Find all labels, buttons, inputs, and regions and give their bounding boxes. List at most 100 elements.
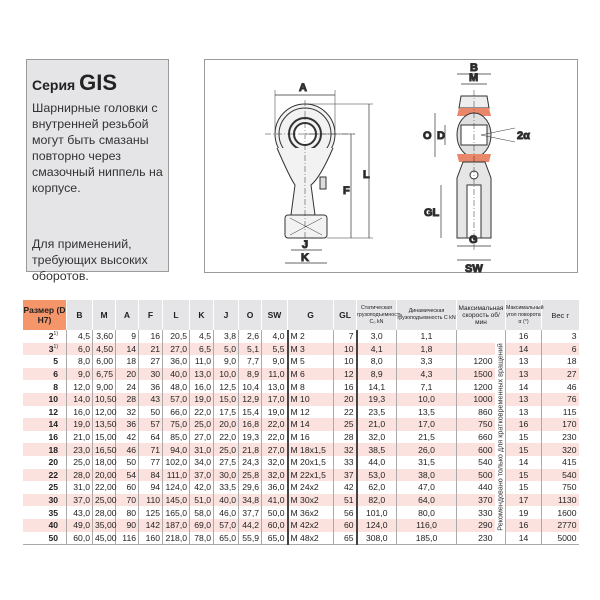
cell-c: 26,0: [396, 443, 457, 456]
series-prefix: Серия: [32, 77, 76, 93]
cell-m: 6,00: [92, 355, 116, 368]
size-value: 50: [48, 532, 58, 543]
cell-f: 84: [138, 468, 163, 482]
cell-c: 80,0: [396, 506, 457, 519]
cell-o: 2,6: [238, 330, 262, 343]
cell-c: 1,1: [396, 330, 457, 343]
cell-sw: 19,0: [261, 405, 288, 419]
series-info-panel: Серия GIS Шарнирные головки с внутренней…: [26, 59, 169, 283]
cell-j: 57,0: [213, 518, 239, 532]
size-value: 40: [48, 520, 58, 531]
cell-m: 35,00: [92, 518, 117, 532]
cell-size: 40: [22, 518, 67, 532]
cell-b: 23,0: [66, 443, 93, 456]
cell-sw: 22,0: [261, 418, 288, 431]
table-row: 16 21,0 15,00 42 64 85,0 27,0 22,0 19,3 22,0 M 16 2…: [23, 430, 579, 444]
label-F: F: [343, 185, 350, 197]
cell-a: 9: [115, 330, 139, 343]
cell-g: M 20x1,5: [286, 455, 334, 469]
cell-l: 187,0: [162, 518, 190, 532]
cell-a: 18: [115, 355, 139, 368]
cell-l: 218,0: [162, 531, 190, 545]
cell-gl: 42: [333, 481, 357, 494]
cell-sw: 41,0: [261, 493, 288, 507]
cell-speed: 860: [456, 405, 495, 419]
cell-m: 13,50: [92, 418, 117, 431]
cell-a: 36: [115, 418, 139, 431]
cell-a: 54: [115, 468, 139, 482]
cell-c: 1,8: [396, 342, 457, 356]
cell-c0: 8,0: [355, 355, 397, 368]
cell-l: 124,0: [162, 481, 190, 494]
cell-m: 3,60: [92, 330, 116, 343]
cell-weight: 230: [541, 430, 579, 444]
label-G: G: [469, 234, 478, 246]
cell-f: 57: [138, 418, 163, 431]
cell-k: 25,0: [189, 418, 214, 431]
cell-g: M 22x1,5: [286, 468, 334, 482]
size-value: 10: [48, 394, 58, 405]
cell-g: M 42x2: [286, 518, 334, 532]
size-value: 16: [48, 432, 58, 443]
cell-weight: 415: [541, 455, 579, 469]
cell-angle: 16: [505, 330, 542, 343]
cell-l: 57,0: [162, 392, 190, 406]
header-L: L: [162, 300, 190, 330]
cell-l: 145,0: [162, 493, 190, 507]
cell-angle: 15: [505, 468, 542, 482]
cell-b: 19,0: [66, 418, 93, 431]
table-row: 30 37,0 25,00 70 110 145,0 51,0 40,0 34,8 41,0 M 3…: [22, 493, 579, 507]
cell-c: 17,0: [396, 418, 457, 431]
cell-gl: 32: [333, 443, 357, 456]
cell-speed: 1200: [456, 380, 495, 393]
cell-m: 9,00: [92, 380, 116, 393]
cell-j: 15,0: [213, 392, 239, 406]
label-K: K: [301, 252, 309, 264]
header-O: O: [238, 300, 262, 330]
cell-sw: 65,0: [261, 531, 288, 545]
cell-o: 15,4: [238, 405, 262, 419]
cell-a: 20: [115, 367, 139, 381]
cell-o: 34,8: [238, 493, 262, 507]
table-row: 20 25,0 18,00 50 77 102,0 34,0 27,5 24,3 32,0 M 20…: [23, 455, 579, 469]
cell-j: 5,0: [213, 342, 239, 356]
cell-f: 30: [138, 367, 163, 381]
header-max-angle: Максимальный угол поворота α (°): [505, 300, 544, 330]
label-SW: SW: [465, 263, 483, 274]
cell-c0: 44,0: [355, 455, 397, 469]
cell-c0: 23,5: [355, 405, 397, 419]
cell-c: 3,3: [396, 355, 457, 368]
cell-g: M 36x2: [286, 506, 334, 519]
cell-speed: 230: [456, 531, 495, 545]
header-SW: SW: [261, 300, 288, 330]
cell-angle: 16: [505, 418, 542, 431]
cell-k: 27,0: [189, 430, 214, 444]
cell-c0: 101,0: [355, 506, 397, 519]
cell-k: 22,0: [189, 405, 214, 419]
size-value: 35: [48, 507, 58, 518]
cell-sw: 60,0: [261, 518, 288, 532]
cell-speed: 330: [456, 506, 495, 519]
cell-speed: [456, 330, 495, 343]
label-2alpha: 2α: [517, 130, 530, 142]
cell-speed: 1200: [456, 355, 495, 368]
table-row: 10 14,0 10,50 28 43 57,0 19,0 15,0 12,9 17,0 M 10 2…: [22, 392, 579, 406]
cell-f: 16: [138, 330, 163, 343]
cell-o: 24,3: [238, 455, 262, 469]
cell-angle: 13: [505, 367, 542, 381]
table-row: 35 43,0 28,00 80 125 165,0 58,0 46,0 37,7 50,0 M 3…: [23, 506, 579, 519]
cell-a: 28: [115, 392, 139, 406]
cell-a: 14: [115, 342, 139, 356]
cell-sw: 5,5: [261, 342, 288, 356]
cell-weight: 76: [541, 392, 579, 406]
size-value: 12: [48, 406, 58, 417]
cell-a: 24: [115, 380, 139, 393]
cell-sw: 22,0: [261, 430, 288, 444]
cell-o: 5,1: [238, 342, 262, 356]
cell-k: 51,0: [189, 493, 214, 507]
cell-m: 18,00: [92, 455, 117, 469]
cell-b: 8,0: [66, 355, 93, 368]
cell-weight: 5000: [541, 531, 579, 545]
cell-f: 21: [138, 342, 163, 356]
cell-size: 50: [23, 532, 67, 545]
